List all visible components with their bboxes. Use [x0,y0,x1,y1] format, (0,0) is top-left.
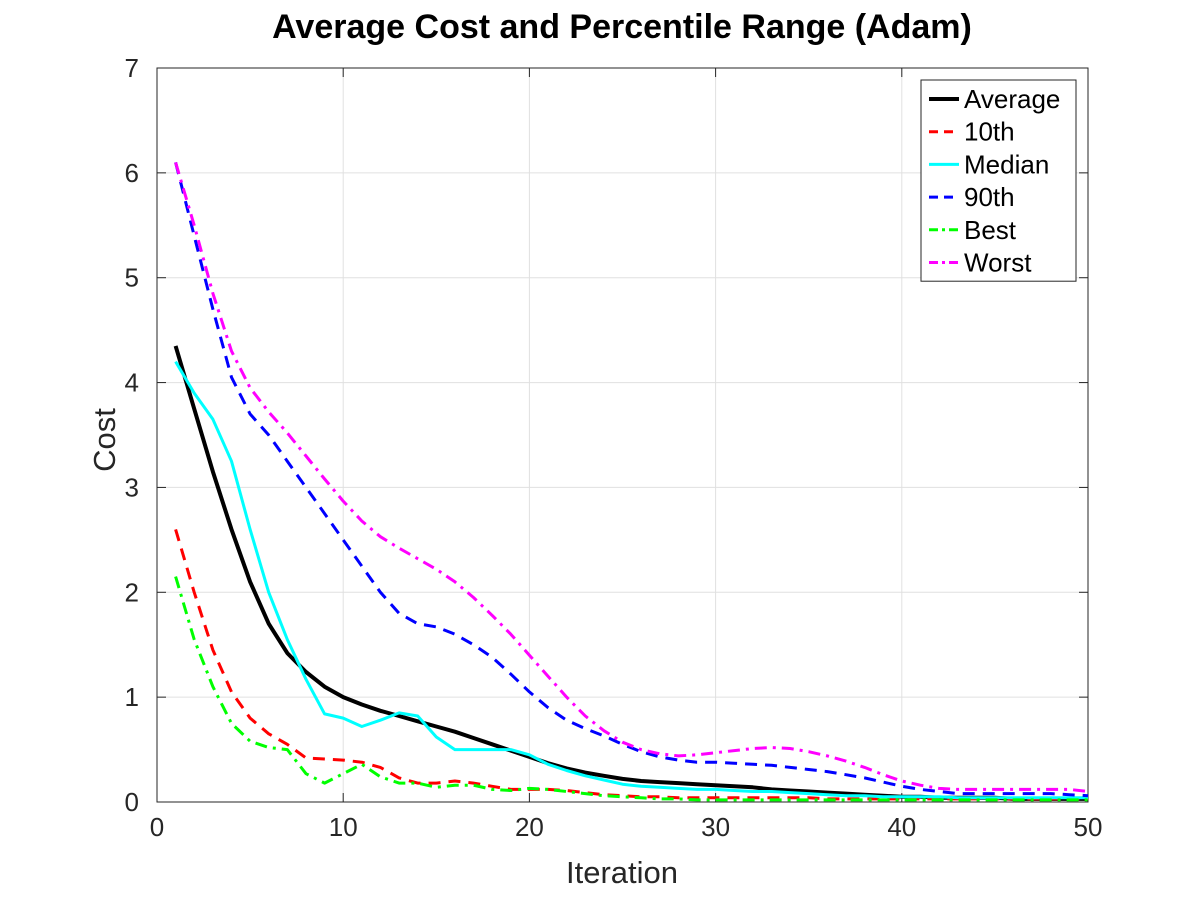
x-tick-label: 30 [701,812,730,842]
x-tick-label: 50 [1074,812,1103,842]
legend-box [920,79,1077,282]
legend-label: Worst [964,248,1032,278]
series-line-median [174,360,1088,800]
series-lines [173,161,1089,802]
y-tick-label: 6 [125,158,139,188]
legend-label: Median [964,149,1049,179]
x-axis-ticks: 0 10 20 30 40 50 [150,68,1103,842]
y-axis-label: Cost [87,408,122,472]
x-tick-label: 0 [150,812,164,842]
legend-label: 90th [964,182,1015,212]
y-tick-label: 3 [125,472,139,502]
y-tick-label: 4 [125,368,139,398]
legend-label: Average [964,84,1060,114]
plot-frame [156,67,1089,803]
chart-title: Average Cost and Percentile Range (Adam) [272,8,972,46]
legend-label: 10th [964,117,1015,147]
series-line-worst [174,161,1089,793]
x-tick-label: 20 [515,812,544,842]
y-tick-label: 5 [125,263,139,293]
series-line-90th [174,162,1089,798]
y-axis-ticks: 0 1 2 3 4 5 6 7 [125,53,1088,817]
x-axis-label: Iteration [566,855,678,890]
x-tick-label: 10 [329,812,358,842]
y-tick-label: 0 [125,787,139,817]
x-tick-label: 40 [887,812,916,842]
y-tick-label: 7 [125,53,139,83]
y-tick-label: 2 [125,577,139,607]
series-line-best [174,576,1088,802]
legend-label: Best [964,215,1017,245]
y-tick-label: 1 [125,682,139,712]
